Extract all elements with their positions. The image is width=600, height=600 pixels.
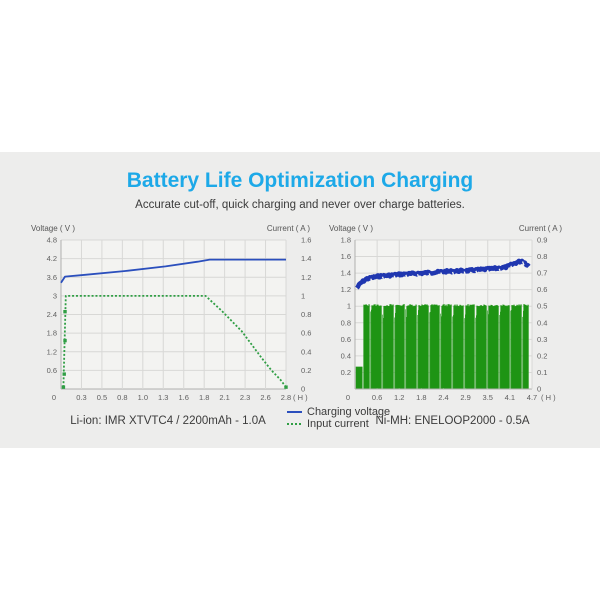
svg-text:4.7: 4.7 [527, 393, 537, 402]
content-band: Battery Life Optimization Charging Accur… [0, 152, 600, 448]
svg-text:2.4: 2.4 [438, 393, 448, 402]
svg-text:0.8: 0.8 [117, 393, 127, 402]
ni-mh-voltage-axis-title: Voltage ( V ) [329, 224, 374, 233]
svg-text:1.2: 1.2 [394, 393, 404, 402]
ni-mh-chart-canvas: 0 0.6 1.2 1.8 2.4 2.9 3.5 4.1 4.7 ( H ) 1.8 1.6 1.4 1… [341, 236, 557, 403]
svg-text:0: 0 [346, 393, 350, 402]
svg-text:4.2: 4.2 [47, 254, 57, 263]
svg-text:0.5: 0.5 [97, 393, 107, 402]
svg-text:0.4: 0.4 [537, 318, 547, 327]
svg-text:1: 1 [347, 302, 351, 311]
svg-text:2.8: 2.8 [281, 393, 291, 402]
svg-text:1.0: 1.0 [138, 393, 148, 402]
legend-label-charging-voltage: Charging voltage [307, 406, 391, 418]
svg-text:0.8: 0.8 [301, 310, 311, 319]
svg-text:0.7: 0.7 [537, 269, 547, 278]
svg-text:1.2: 1.2 [47, 347, 57, 356]
legend: Charging voltage Input current [287, 406, 390, 430]
li-ion-voltage-axis-title: Voltage ( V ) [31, 224, 76, 233]
svg-text:1.8: 1.8 [199, 393, 209, 402]
svg-text:0: 0 [52, 393, 56, 402]
svg-text:4.1: 4.1 [505, 393, 515, 402]
svg-text:1.6: 1.6 [301, 236, 311, 245]
svg-text:0: 0 [301, 385, 305, 394]
svg-text:0.1: 0.1 [537, 368, 547, 377]
li-ion-chart-canvas: 0 0.3 0.5 0.8 1.0 1.3 1.6 1.8 2.1 2.3 2.6 2.8( H ) 4… [47, 236, 312, 403]
svg-text:0.4: 0.4 [301, 347, 311, 356]
svg-text:2.1: 2.1 [219, 393, 229, 402]
input-current-line-swatch [287, 423, 302, 425]
svg-text:1.2: 1.2 [341, 285, 351, 294]
svg-text:2.6: 2.6 [260, 393, 270, 402]
svg-text:0.9: 0.9 [537, 236, 547, 245]
svg-text:0.6: 0.6 [301, 329, 311, 338]
svg-text:0.8: 0.8 [537, 252, 547, 261]
svg-text:3.5: 3.5 [483, 393, 493, 402]
caption-li-ion: Li-ion: IMR XTVTC4 / 2200mAh - 1.0A [70, 415, 266, 427]
page-subtitle: Accurate cut-off, quick charging and nev… [135, 199, 465, 211]
svg-text:0.2: 0.2 [537, 351, 547, 360]
svg-text:1.8: 1.8 [341, 236, 351, 245]
svg-text:2.9: 2.9 [460, 393, 470, 402]
caption-ni-mh: Ni-MH: ENELOOP2000 - 0.5A [375, 415, 530, 427]
svg-text:3.6: 3.6 [47, 273, 57, 282]
svg-text:0.3: 0.3 [76, 393, 86, 402]
chart-li-ion: Voltage ( V ) Current ( A ) 0 0.3 0.5 0.8 1.… [30, 224, 320, 420]
svg-text:0.5: 0.5 [537, 302, 547, 311]
chart-ni-mh: Voltage ( V ) Current ( A ) 0 0.6 1.2 1.8 2.… [328, 224, 590, 420]
svg-text:0.3: 0.3 [537, 335, 547, 344]
svg-text:1.6: 1.6 [341, 252, 351, 261]
legend-label-input-current: Input current [307, 418, 369, 430]
li-ion-current-axis-title: Current ( A ) [266, 224, 310, 233]
svg-text:0: 0 [537, 385, 541, 394]
svg-text:4.8: 4.8 [47, 236, 57, 245]
svg-text:3: 3 [53, 291, 57, 300]
legend-item-charging-voltage: Charging voltage [287, 406, 390, 418]
svg-text:1.2: 1.2 [301, 273, 311, 282]
svg-text:1.3: 1.3 [158, 393, 168, 402]
svg-text:1.6: 1.6 [179, 393, 189, 402]
svg-text:0.4: 0.4 [341, 351, 351, 360]
svg-text:2.4: 2.4 [47, 310, 57, 319]
svg-text:0.6: 0.6 [537, 285, 547, 294]
page-title: Battery Life Optimization Charging [126, 169, 474, 192]
svg-text:1.4: 1.4 [301, 254, 311, 263]
charging-voltage-line-swatch [287, 411, 302, 413]
svg-text:( H ): ( H ) [293, 393, 308, 402]
svg-text:0.6: 0.6 [47, 366, 57, 375]
legend-item-input-current: Input current [287, 418, 390, 430]
svg-text:0.6: 0.6 [341, 335, 351, 344]
svg-text:1.8: 1.8 [47, 329, 57, 338]
svg-text:2.3: 2.3 [240, 393, 250, 402]
ni-mh-current-axis-title: Current ( A ) [518, 224, 562, 233]
svg-text:1.4: 1.4 [341, 269, 351, 278]
svg-text:1.8: 1.8 [416, 393, 426, 402]
svg-text:( H ): ( H ) [541, 393, 556, 402]
svg-text:0.2: 0.2 [301, 366, 311, 375]
svg-text:0.8: 0.8 [341, 318, 351, 327]
svg-text:0.2: 0.2 [341, 368, 351, 377]
svg-text:1: 1 [301, 291, 305, 300]
svg-text:0.6: 0.6 [372, 393, 382, 402]
